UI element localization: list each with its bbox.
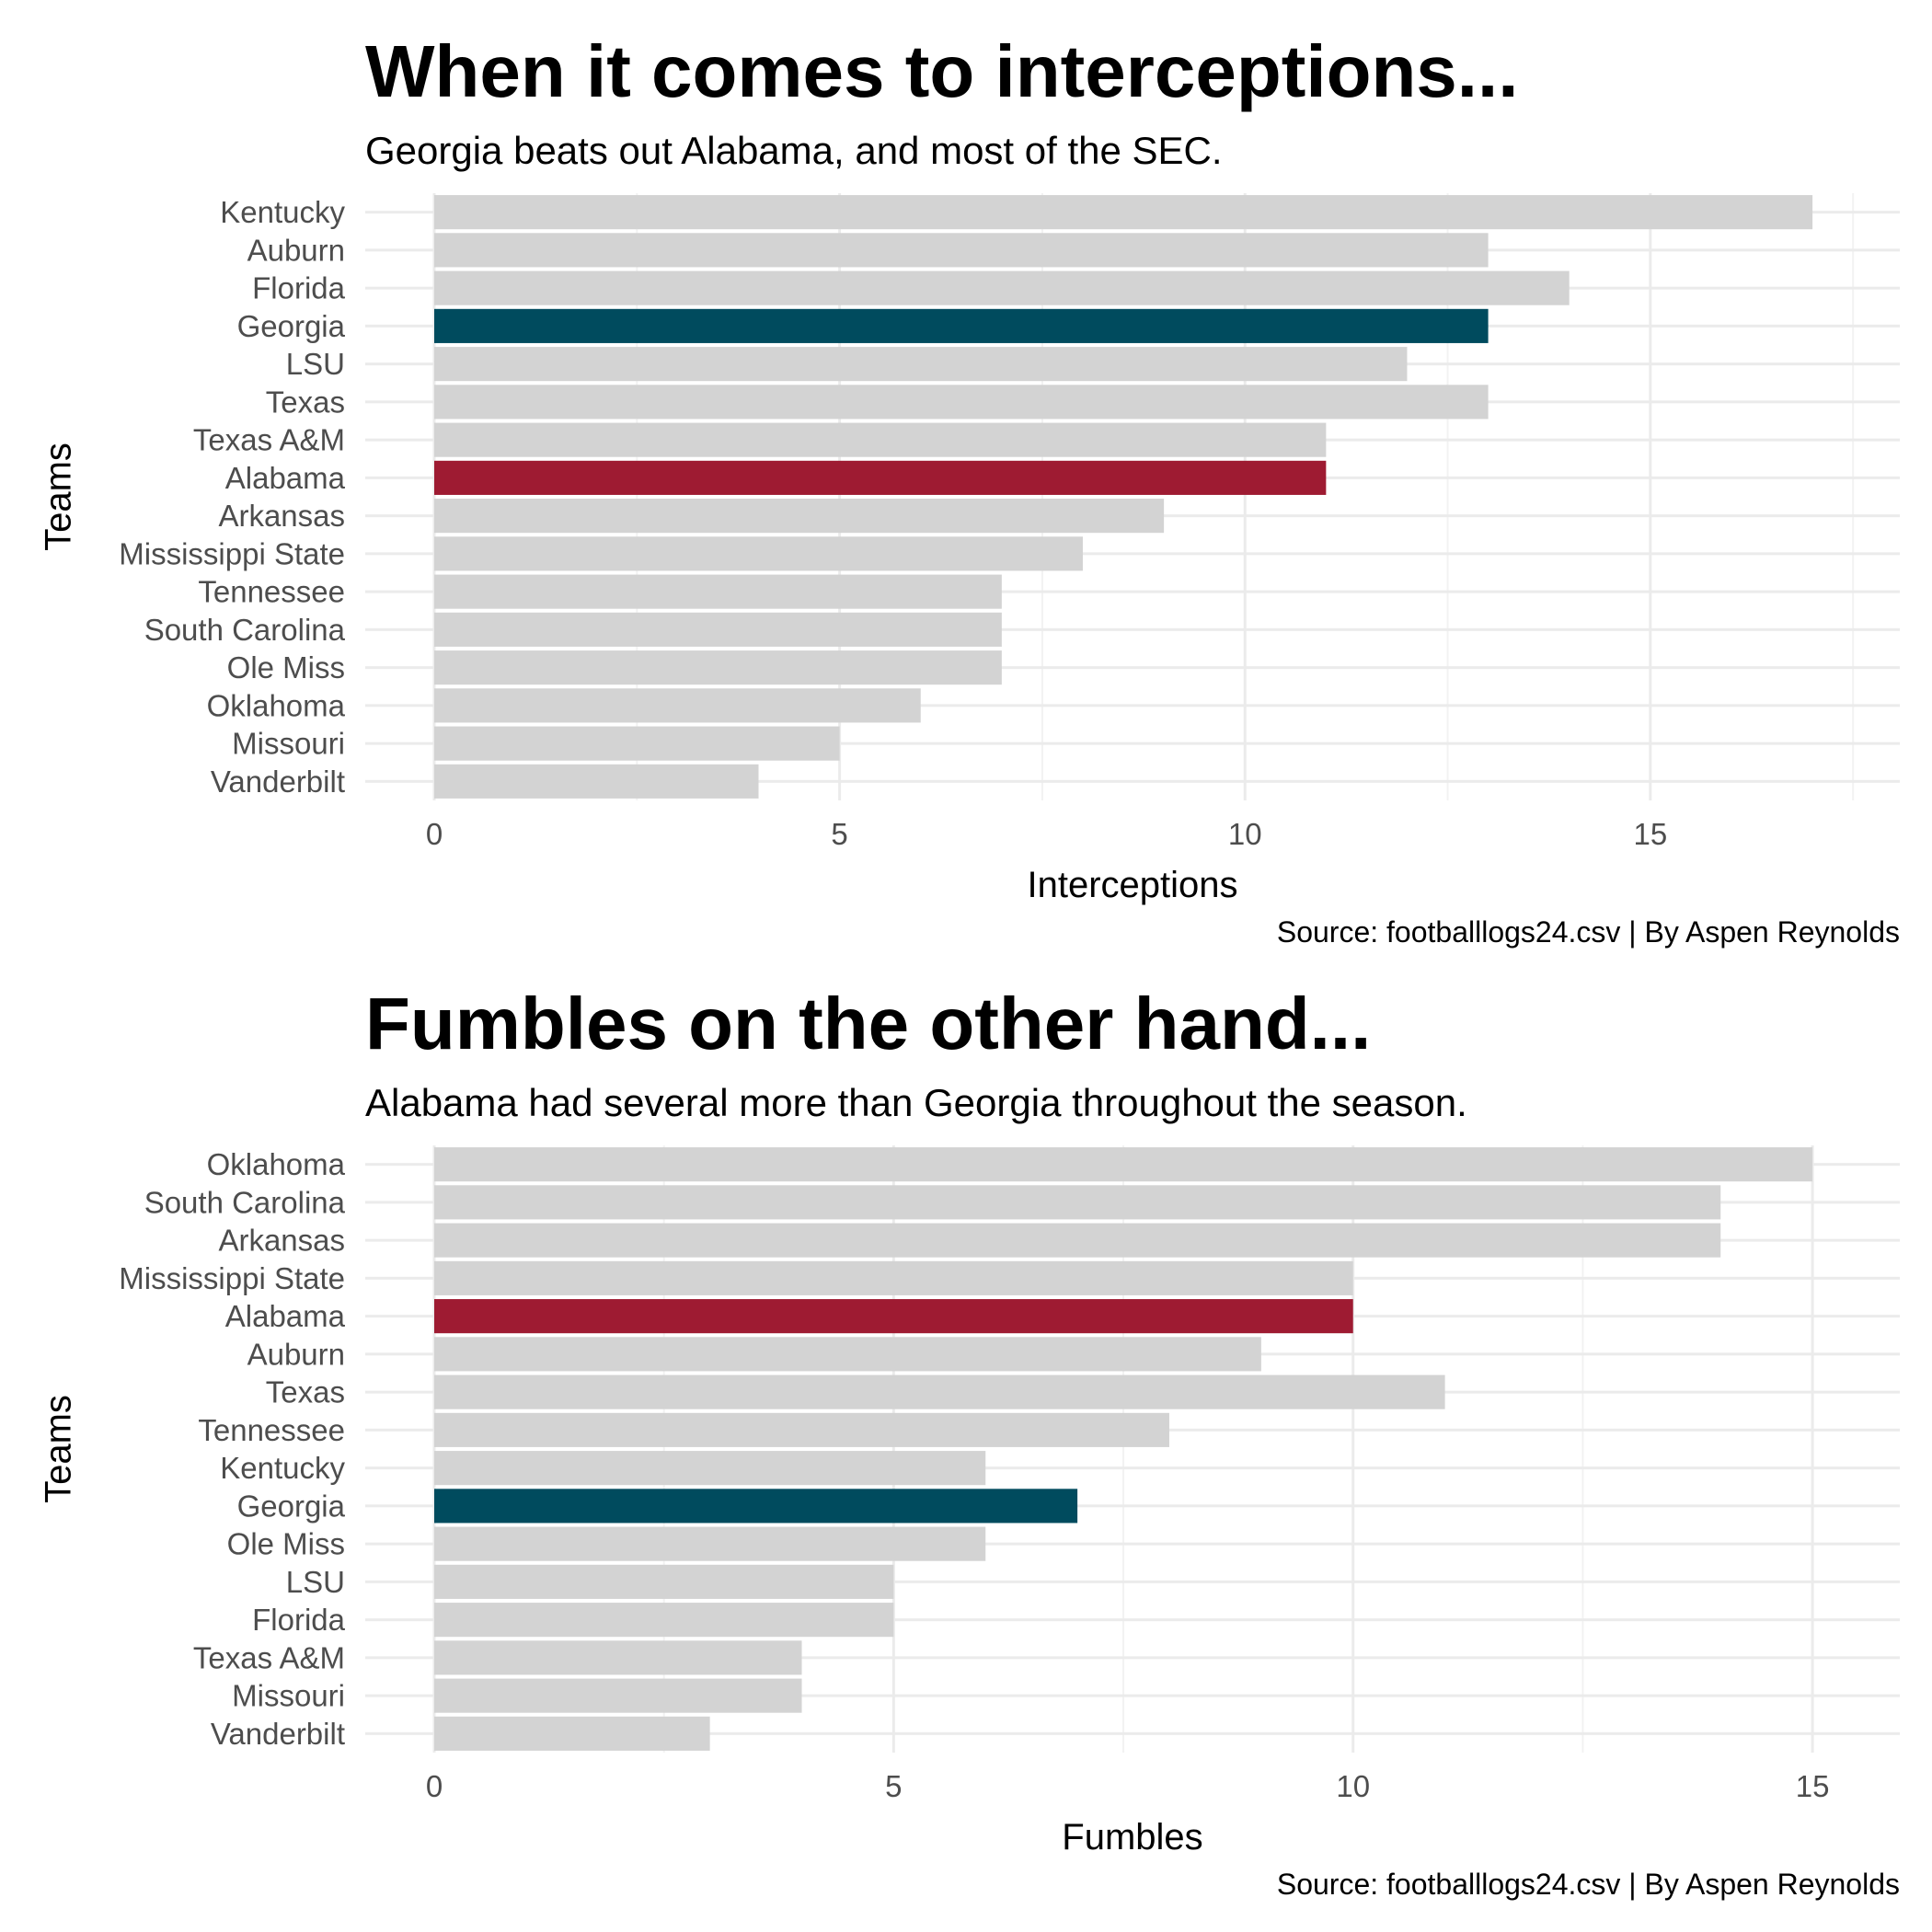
bar-kentucky (434, 1451, 986, 1486)
bar-south-carolina (434, 1185, 1721, 1220)
y-tick-label: Auburn (247, 1337, 345, 1371)
bar-ole-miss (434, 1526, 986, 1561)
y-tick-label: Kentucky (220, 1451, 345, 1485)
y-tick-label: Kentucky (220, 195, 345, 229)
y-tick-labels: Oklahoma South Carolina ArkansasMississipp… (119, 1147, 345, 1751)
y-tick-label: Mississippi State (119, 1261, 345, 1295)
x-tick-label: 5 (831, 817, 847, 851)
y-tick-label: Ole Miss (227, 1527, 345, 1561)
bar-mississippi-state (434, 536, 1083, 571)
x-tick-label: 0 (426, 817, 443, 851)
x-tick-label: 0 (426, 1769, 443, 1803)
bar-arkansas (434, 499, 1165, 534)
bar-florida (434, 1603, 894, 1638)
bar-vanderbilt (434, 764, 759, 799)
y-tick-label: Ole Miss (227, 650, 345, 684)
bar-ole-miss (434, 650, 1002, 685)
y-tick-label: LSU (286, 1565, 345, 1599)
chart-caption: Source: footballlogs24.csv | By Aspen Re… (1276, 1868, 1900, 1901)
y-tick-label: South Carolina (144, 613, 346, 647)
y-tick-label: Alabama (225, 1299, 346, 1333)
y-tick-label: Texas (266, 1375, 345, 1409)
x-tick-labels: 0 5 10 15 (426, 817, 1667, 851)
y-tick-label: LSU (286, 347, 345, 381)
bar-mississippi-state (434, 1260, 1353, 1295)
fumbles-bar-chart: Oklahoma South Carolina ArkansasMississipp… (119, 1145, 1900, 1857)
y-tick-label: Florida (252, 271, 346, 305)
bar-oklahoma (434, 1147, 1813, 1182)
bar-texas (434, 385, 1489, 420)
bar-lsu (434, 347, 1408, 382)
bar-florida (434, 270, 1570, 305)
y-tick-label: Georgia (237, 1489, 346, 1523)
y-tick-label: Texas A&M (193, 1640, 345, 1674)
x-tick-label: 5 (885, 1769, 902, 1803)
x-tick-label: 10 (1228, 817, 1262, 851)
bar-texas-a-m (434, 422, 1327, 457)
bars (434, 195, 1813, 799)
chart-title: When it comes to interceptions... (365, 30, 1519, 112)
bar-alabama (434, 1299, 1353, 1334)
y-tick-label: Alabama (225, 461, 346, 495)
interceptions-bar-chart: Kentucky Auburn Florida Georgia LSU Texas Texa… (119, 193, 1900, 905)
bar-auburn (434, 233, 1489, 268)
y-tick-label: Vanderbilt (211, 765, 345, 799)
y-tick-label: Georgia (237, 309, 346, 343)
y-tick-label: Tennessee (198, 575, 345, 609)
y-tick-label: Auburn (247, 233, 345, 267)
x-tick-label: 15 (1796, 1769, 1830, 1803)
bar-alabama (434, 460, 1327, 495)
x-axis-title: Fumbles (1062, 1817, 1202, 1857)
y-tick-label: Tennessee (198, 1413, 345, 1447)
chart-subtitle: Georgia beats out Alabama, and most of t… (365, 129, 1223, 172)
bar-kentucky (434, 195, 1813, 230)
y-tick-label: Arkansas (218, 499, 345, 533)
y-tick-label: Missouri (232, 1679, 345, 1713)
x-tick-label: 15 (1633, 817, 1667, 851)
bar-auburn (434, 1337, 1261, 1372)
bar-missouri (434, 726, 840, 761)
y-tick-label: Florida (252, 1603, 346, 1637)
x-tick-labels: 0 5 10 15 (426, 1769, 1830, 1803)
y-tick-label: Vanderbilt (211, 1717, 345, 1751)
bar-oklahoma (434, 688, 921, 723)
y-tick-labels: Kentucky Auburn Florida Georgia LSU Texas Texa… (119, 195, 345, 799)
y-tick-label: Missouri (232, 727, 345, 761)
y-tick-label: Oklahoma (207, 688, 346, 722)
bar-texas (434, 1374, 1445, 1409)
fumbles-panel: Fumbles on the other hand... Alabama had… (0, 952, 1932, 1918)
y-tick-label: Mississippi State (119, 536, 345, 570)
chart-caption: Source: footballlogs24.csv | By Aspen Re… (1276, 915, 1900, 949)
bar-missouri (434, 1678, 802, 1713)
chart-title: Fumbles on the other hand... (365, 983, 1372, 1064)
interceptions-panel: When it comes to interceptions... Georgi… (39, 30, 1900, 949)
bars (434, 1147, 1813, 1751)
x-axis-title: Interceptions (1027, 865, 1237, 905)
bar-south-carolina (434, 612, 1002, 647)
chart-subtitle: Alabama had several more than Georgia th… (365, 1081, 1467, 1124)
y-tick-label: Texas (266, 385, 345, 419)
bar-tennessee (434, 1412, 1169, 1447)
y-tick-label: Arkansas (218, 1224, 345, 1258)
x-tick-label: 10 (1336, 1769, 1370, 1803)
y-tick-label: Oklahoma (207, 1147, 346, 1181)
y-tick-label: Texas A&M (193, 423, 345, 457)
bar-arkansas (434, 1223, 1721, 1258)
bar-vanderbilt (434, 1716, 710, 1751)
bar-tennessee (434, 574, 1002, 609)
y-tick-label: South Carolina (144, 1185, 346, 1219)
bar-lsu (434, 1564, 894, 1599)
bar-texas-a-m (434, 1640, 802, 1675)
bar-georgia (434, 308, 1489, 343)
bar-georgia (434, 1489, 1078, 1524)
